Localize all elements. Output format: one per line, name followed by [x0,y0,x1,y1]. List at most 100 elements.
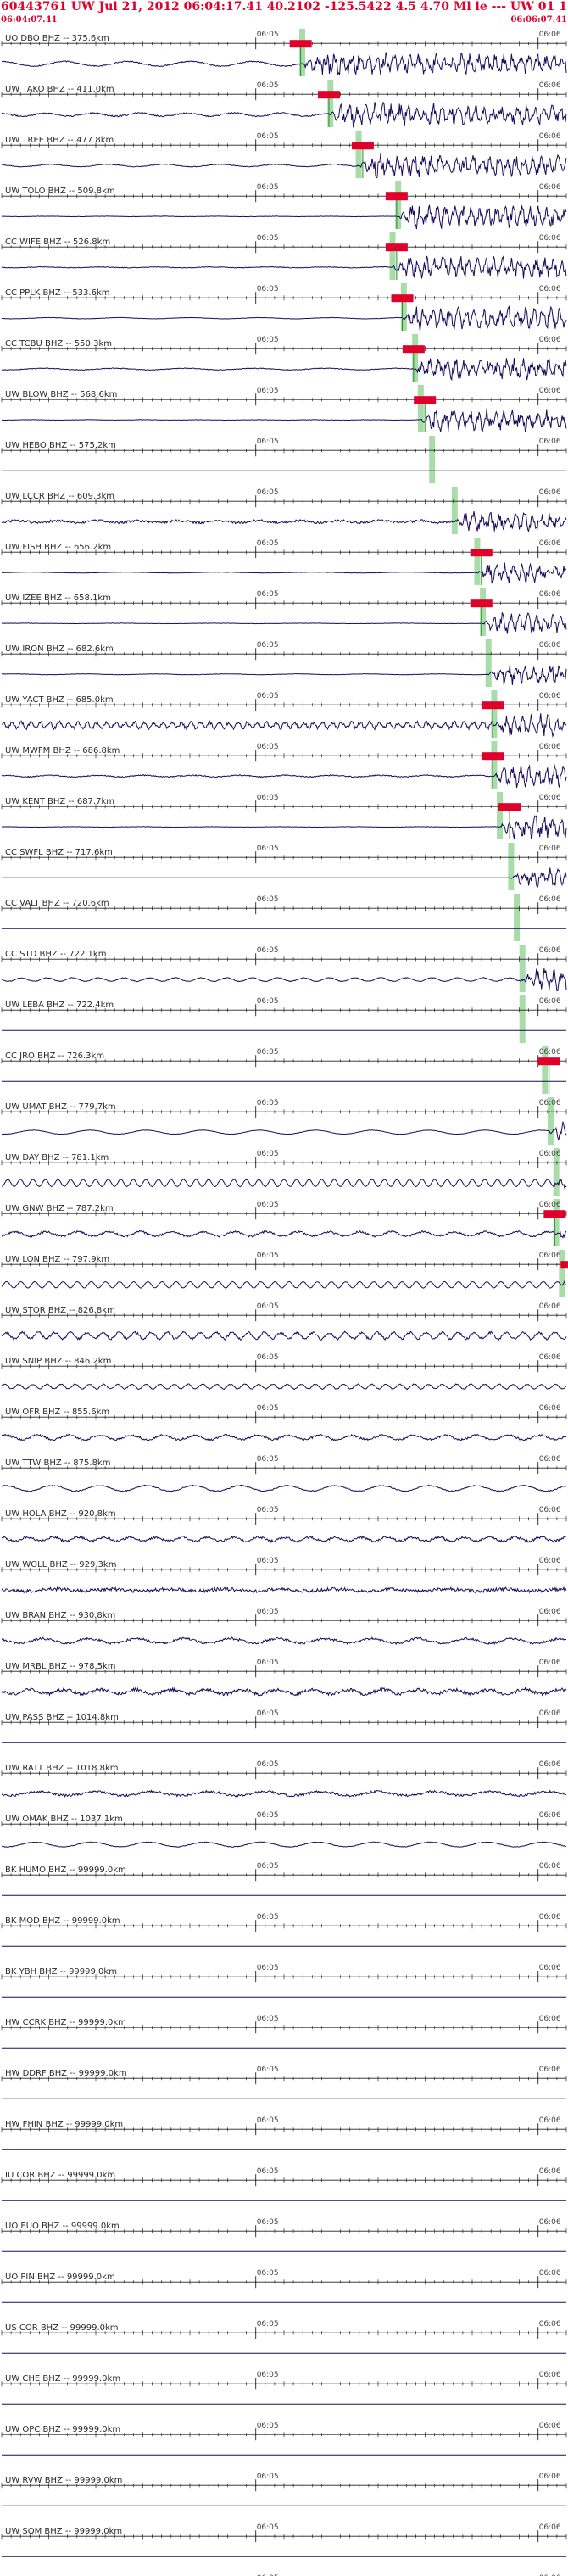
station-label: BK MOD BHZ -- 99999.0km [5,1916,120,1926]
minute-label: 06:05 [257,2167,279,2176]
pick-marker [289,40,312,48]
station-label: IU COR BHZ -- 99999.0km [5,2171,115,2180]
station-label: UW YACT BHZ -- 685.0km [5,695,114,705]
minute-label: 06:05 [257,1099,279,1107]
trace-row: 06:05 06:06 UW TTW BHZ -- 875.8km [1,1455,567,1492]
trace-row: 06:05 06:06 CC SWFL BHZ -- 717.6km [1,845,567,889]
trace-row: 06:05 06:06 UW MRBL BHZ -- 978.5km [1,1659,567,1698]
minute-label: 06:06 [539,1353,561,1362]
minute-label: 06:06 [539,1964,561,1972]
minute-label: 06:05 [257,438,279,446]
station-label: UW MWFM BHZ -- 686.8km [5,746,120,756]
phase-band [417,385,424,432]
minute-label: 06:05 [257,2116,279,2125]
minute-label: 06:06 [539,285,561,293]
minute-label: 06:05 [257,1404,279,1413]
minute-label: 06:05 [257,641,279,650]
pick-marker [482,701,504,710]
station-label: BK HUMO BHZ -- 99999.0km [5,1865,126,1875]
trace-row: 06:05 06:06 UW GNW BHZ -- 787.2km [1,1201,567,1246]
waveform-line [2,967,567,992]
station-label: UW LCCR BHZ -- 609.3km [5,492,114,501]
trace-row: 06:05 06:06 UW MWFM BHZ -- 686.8km [1,743,567,789]
waveform-line [1,815,567,839]
phase-band [542,1046,549,1094]
minute-label: 06:06 [539,539,561,548]
station-label: CC TCBU BHZ -- 550.3km [5,339,112,348]
phase-band [474,538,481,585]
phase-band [429,436,436,483]
minute-label: 06:06 [539,1048,561,1057]
station-label: UO DBO BHZ -- 375.6km [5,34,109,43]
minute-label: 06:05 [257,387,279,395]
station-label: CC WIFE BHZ -- 526.8km [5,237,110,247]
minute-label: 06:06 [539,2523,561,2532]
waveform-line [1,1178,567,1190]
minute-label: 06:06 [539,997,561,1006]
minute-label: 06:06 [539,794,561,802]
minute-label: 06:05 [257,2015,279,2023]
minute-label: 06:06 [539,641,561,650]
station-label: UW WOLL BHZ -- 929.3km [5,1560,116,1570]
minute-label: 06:06 [539,1811,561,1820]
minute-label: 06:05 [257,2218,279,2227]
station-label: UW MRBL BHZ -- 978.5km [5,1662,116,1671]
station-label: UW BRAN BHZ -- 930.8km [5,1611,115,1620]
minute-label: 06:06 [539,1302,561,1311]
waveform-line [1,101,567,128]
phase-band [389,232,396,280]
minute-label: 06:05 [257,2320,279,2328]
phase-band [553,1199,560,1246]
phase-bands [298,29,565,1297]
end-time-label: 06:06:07.41 [510,15,567,25]
trace-row: 06:05 06:06 UW WOLL BHZ -- 929.3km [1,1557,567,1594]
minute-label: 06:05 [257,1709,279,1718]
minute-label: 06:05 [257,1557,279,1565]
pick-marker [560,1261,568,1269]
trace-row: 06:05 06:06 UW TREE BHZ -- 477.8km [1,132,567,179]
minute-label: 06:05 [257,2371,279,2379]
trace-row: 06:05 06:06 UW LON BHZ -- 797.9km [1,1252,568,1289]
trace-row: 06:05 06:06 UW SNIP BHZ -- 846.2km [1,1353,567,1391]
minute-label: 06:06 [539,387,561,395]
waveform-line [1,1280,567,1289]
trace-row: 06:05 06:06 IU COR BHZ -- 99999.0km [1,2167,567,2201]
station-label: HW DDRF BHZ -- 99999.0km [5,2069,127,2078]
minute-label: 06:05 [257,1201,279,1209]
waveform-line [1,1330,567,1341]
waveform-line [1,255,567,279]
trace-row: 06:05 06:06 HW FHIN BHZ -- 99999.0km [1,2116,567,2150]
phase-band [491,741,498,789]
trace-row: 06:05 06:06 CC STD BHZ -- 722.1km [1,946,567,992]
station-label: UW GNW BHZ -- 787.2km [5,1204,114,1213]
station-label: UW OMAK BHZ -- 1037.1km [5,1815,123,1824]
station-label: UW TOLO BHZ -- 509.8km [5,187,115,196]
station-label: CC STD BHZ -- 722.1km [5,950,106,959]
trace-row: 06:05 06:06 BK HUMO BHZ -- 99999.0km [1,1862,567,1896]
trace-row: 06:05 06:06 BK MOD BHZ -- 99999.0km [1,1913,567,1947]
waveform-line [1,1686,567,1698]
minute-label: 06:05 [257,1353,279,1362]
phase-band [497,792,504,839]
minute-label: 06:05 [257,590,279,599]
pick-marker [385,243,408,252]
station-label: UW TREE BHZ -- 477.8km [5,136,114,145]
phase-band [519,945,526,992]
phase-band [485,639,492,687]
pick-marker [351,142,374,150]
minute-label: 06:06 [539,1099,561,1107]
waveform-line [1,52,567,76]
trace-row: 06:05 06:06 UW OMAK BHZ -- 1037.1km [1,1811,567,1848]
phase-band [559,1250,565,1297]
phase-band [412,334,419,382]
trace-row: 06:05 06:06 UO PIN BHZ -- 99999.0km [1,2269,567,2303]
minute-label: 06:05 [257,1252,279,1260]
trace-row: 06:05 06:06 UW FISH BHZ -- 656.2km [1,539,567,585]
waveform-line [1,1535,567,1544]
trace-row: 06:05 06:06 UW IZEE BHZ -- 658.1km [1,590,567,636]
minute-label: 06:06 [539,1404,561,1413]
waveform-line [1,204,567,230]
phase-band [519,995,526,1043]
